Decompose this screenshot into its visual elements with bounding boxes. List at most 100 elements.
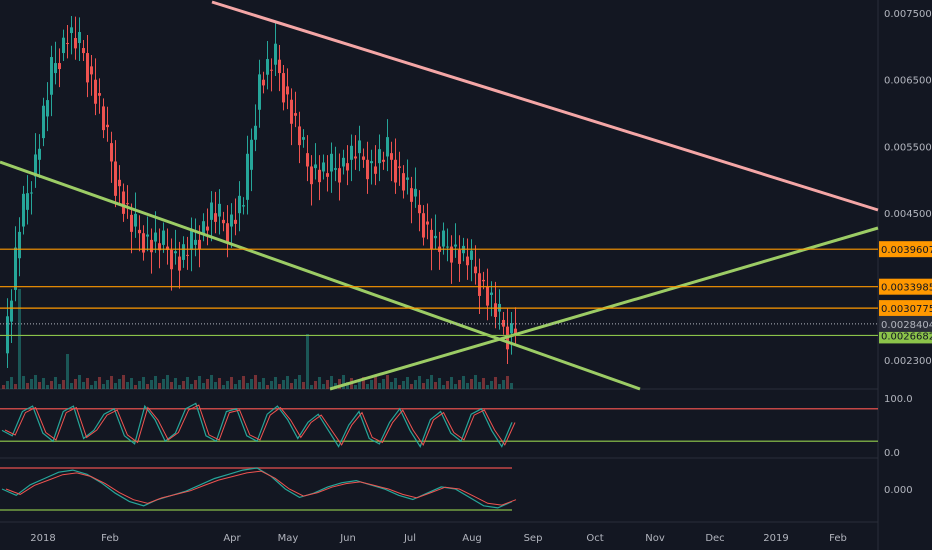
lower-descending-trendline [0,160,641,391]
time-axis-ticks: 2018 Feb Apr May Jun Jul Aug Sep Oct Nov Dec 2019 Fe… [30,533,847,544]
oscillator2-line [1,467,513,509]
candle-body [150,239,153,253]
candle-body [430,229,433,249]
volume-bar [198,376,201,389]
volume-bar [314,381,317,389]
volume-bar [290,383,293,389]
candle-body [66,43,69,45]
candle-body [202,221,205,234]
volume-bar [454,384,457,389]
time-tick-label: Dec [705,533,724,544]
candle-body [246,153,249,200]
candle-body [362,156,365,160]
time-tick-label: 2019 [763,533,788,544]
candle-body [374,166,377,174]
volume-bar [218,378,221,389]
candle-body [450,246,453,263]
volume-bar [222,385,225,389]
candle-body [330,153,333,172]
volume-bar [2,385,5,389]
candle-body [138,229,141,234]
oscillator1-axis-label: 0.0 [884,448,900,459]
candle-body [78,32,81,44]
time-tick-label: May [278,533,299,544]
volume-bar [398,385,401,389]
candle-body [422,213,425,238]
candle-body [230,214,233,227]
candle-body [286,86,289,95]
volume-bar [210,375,213,389]
candle-body [178,256,181,271]
volume-bar [166,375,169,389]
candle-body [510,323,513,334]
volume-bar [442,385,445,389]
volume-bar [370,380,373,389]
candle-body [22,193,25,227]
volume-bar [278,384,281,389]
volume-bar [322,384,325,389]
candle-body [418,204,421,214]
candle-body [182,244,185,260]
volume-bar [482,378,485,389]
volume-bar [426,379,429,389]
time-tick-label: Jun [339,533,356,544]
candle-body [26,193,29,210]
volume-bar [182,381,185,389]
volume-bar [394,378,397,389]
time-tick-label: Sep [524,533,543,544]
volume-bar [194,380,197,389]
candle-body [266,59,269,75]
candle-body [258,74,261,110]
candle-body [334,168,337,170]
volume-bar [458,380,461,389]
price-tick-label: 0.00550000 [884,142,932,153]
volume-bar [362,377,365,389]
volume-bar [138,381,141,389]
volume-bar [434,382,437,389]
candle-body [166,246,169,250]
volume-bar [122,375,125,389]
candle-body [254,125,257,140]
volume-bar [238,380,241,389]
volume-bar [438,378,441,389]
candle-body [162,230,165,245]
volume-bar [170,382,173,389]
candle-body [390,153,393,160]
volume-bar [94,381,97,389]
volume-bar [202,383,205,389]
candle-body [370,161,373,164]
candle-body [42,105,45,139]
volume-bar [262,378,265,389]
candle-body [310,166,313,185]
volume-bar [254,375,257,389]
oscillator2-signal-line [5,470,517,506]
candle-body [194,239,197,245]
volume-bar [506,376,509,389]
volume-bar [366,384,369,389]
candle-body [210,202,213,220]
candle-body [34,154,37,177]
volume-bar [274,377,277,389]
volume-bar [110,376,113,389]
volume-bar [6,381,9,389]
time-tick-label: Feb [101,533,119,544]
candle-body [190,228,193,250]
volume-bar [226,381,229,389]
volume-bar [418,376,421,389]
volume-bar [214,382,217,389]
candle-body [30,192,33,194]
candle-body [14,247,17,290]
volume-bar [318,377,321,389]
trendlines [0,0,879,391]
volume-bar [126,382,129,389]
candle-body [50,57,53,95]
candle-body [342,157,345,167]
candle-body [86,53,89,83]
volume-bar [298,375,301,389]
volume-bar [158,383,161,389]
candle-body [322,162,325,172]
candle-body [58,63,61,70]
candle-body [442,230,445,247]
candle-body [278,59,281,74]
